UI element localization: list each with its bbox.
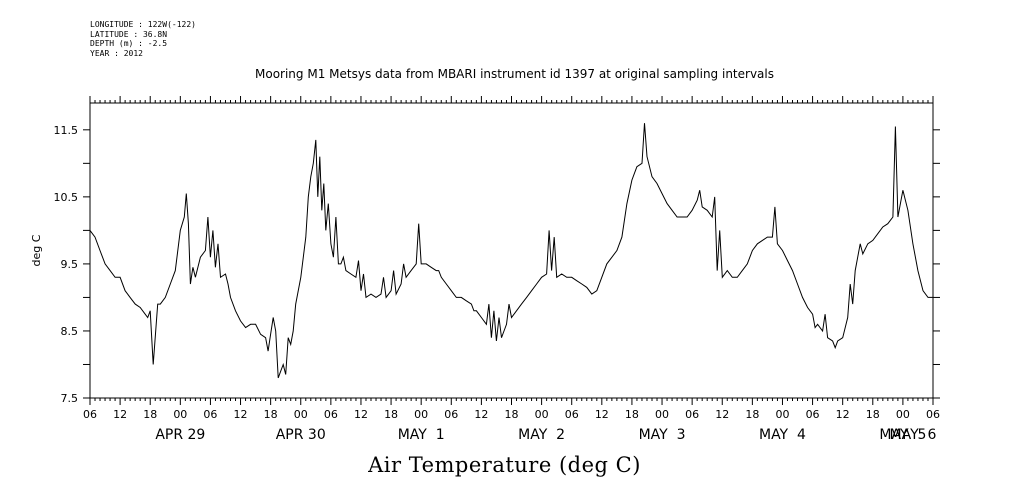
x-tick-label: 12 — [715, 408, 729, 421]
y-tick-label: 11.5 — [54, 124, 79, 137]
x-tick-label: 12 — [836, 408, 850, 421]
x-tick-label: 00 — [655, 408, 669, 421]
x-tick-label: 18 — [384, 408, 398, 421]
x-tick-label: 12 — [234, 408, 248, 421]
x-tick-label: 06 — [324, 408, 338, 421]
x-date-label: MAY 4 — [759, 427, 806, 443]
x-tick-label: 18 — [866, 408, 880, 421]
x-tick-label: 06 — [83, 408, 97, 421]
x-axis-label: Air Temperature (deg C) — [368, 453, 641, 477]
x-tick-label: 18 — [625, 408, 639, 421]
x-tick-label: 06 — [565, 408, 579, 421]
x-tick-label: 12 — [595, 408, 609, 421]
x-tick-label: 00 — [294, 408, 308, 421]
x-tick-label: 00 — [896, 408, 910, 421]
x-tick-label: 06 — [444, 408, 458, 421]
series-line — [89, 123, 933, 379]
x-tick-label: 18 — [745, 408, 759, 421]
x-date-label: MAY 6 — [890, 427, 937, 443]
x-date-label: MAY 5 — [879, 427, 926, 443]
metadata-block: LONGITUDE : 122W(-122) LATITUDE : 36.8N … — [90, 20, 196, 58]
x-tick-label: 06 — [926, 408, 940, 421]
x-tick-label: 06 — [203, 408, 217, 421]
plot-frame — [89, 102, 934, 399]
x-date-labels: APR 29 APR 30 MAY 1 MAY 2 MAY 3 MAY 4 MAY 5MAY… — [155, 427, 936, 443]
x-tick-label: 12 — [113, 408, 127, 421]
chart-title: Mooring M1 Metsys data from MBARI instru… — [255, 67, 774, 81]
x-tick-label: 00 — [775, 408, 789, 421]
x-tick-label: 06 — [806, 408, 820, 421]
x-tick-label: 00 — [173, 408, 187, 421]
depth-label: DEPTH (m) : -2.5 — [90, 39, 168, 48]
y-tick-labels: 7.5 8.5 9.5 10.5 11.5 — [54, 124, 79, 405]
x-date-label: APR 29 — [155, 427, 205, 443]
x-tick-label: 12 — [354, 408, 368, 421]
x-date-label: MAY 3 — [639, 427, 686, 443]
x-date-label: MAY 2 — [518, 427, 565, 443]
y-tick-label: 9.5 — [61, 258, 79, 271]
longitude-label: LONGITUDE : 122W(-122) — [90, 20, 196, 29]
x-tick-label: 18 — [143, 408, 157, 421]
x-tick-labels: 06 12 18 00 06 12 18 00 06 12 18 00 06 12 18 00 06 12 18 00… — [83, 408, 940, 421]
x-tick-label: 12 — [474, 408, 488, 421]
tick-marks — [83, 96, 940, 405]
x-date-label: MAY 1 — [398, 427, 445, 443]
latitude-label: LATITUDE : 36.8N — [90, 29, 168, 39]
x-tick-label: 00 — [535, 408, 549, 421]
x-date-label: APR 30 — [276, 427, 326, 443]
y-tick-label: 8.5 — [61, 325, 79, 338]
x-tick-label: 18 — [505, 408, 519, 421]
x-tick-label: 18 — [264, 408, 278, 421]
x-tick-label: 00 — [414, 408, 428, 421]
y-tick-label: 7.5 — [61, 392, 79, 405]
year-label: YEAR : 2012 — [90, 48, 143, 58]
y-axis-label: deg C — [30, 234, 43, 266]
x-tick-label: 06 — [685, 408, 699, 421]
y-tick-label: 10.5 — [54, 191, 79, 204]
